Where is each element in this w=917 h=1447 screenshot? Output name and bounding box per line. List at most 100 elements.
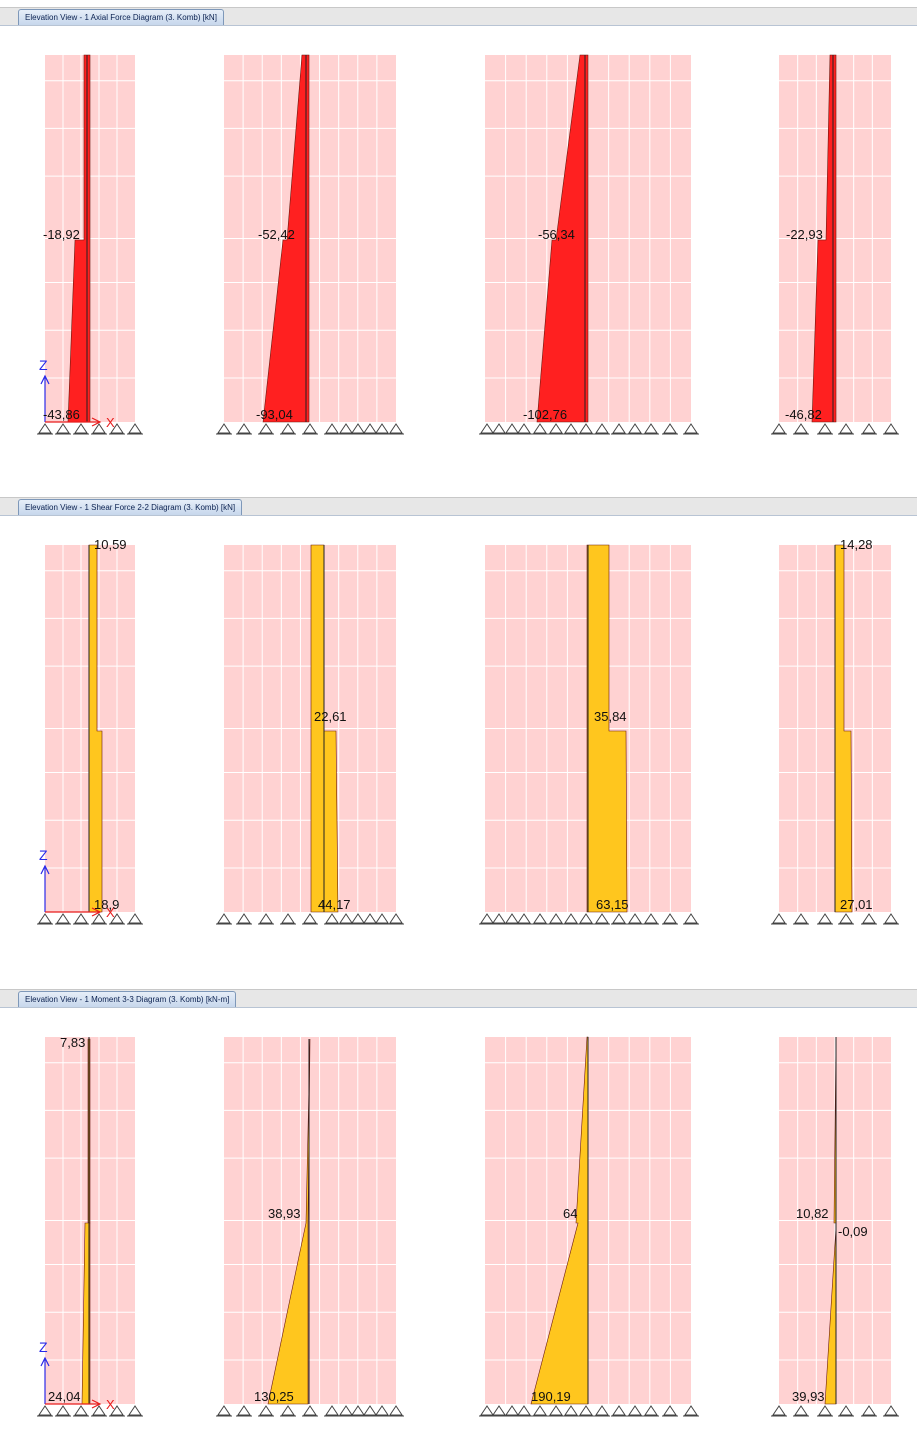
value-label: 130,25	[254, 1389, 294, 1404]
value-label: -43,86	[43, 407, 80, 422]
pin-support-icon	[772, 913, 786, 924]
pin-support-icon	[38, 1405, 52, 1416]
z-axis-label: Z	[39, 357, 48, 373]
pin-support-icon	[505, 913, 519, 924]
panel-shear-tabbar: Elevation View - 1 Shear Force 2-2 Diagr…	[0, 497, 917, 516]
pin-support-icon	[375, 1405, 389, 1416]
z-axis-arrow-icon	[40, 864, 50, 875]
pin-support-icon	[325, 423, 339, 434]
pin-support-icon	[579, 913, 593, 924]
pin-support-icon	[595, 1405, 609, 1416]
value-label: -56,34	[538, 227, 575, 242]
pin-support-icon	[56, 1405, 70, 1416]
pin-support-icon	[217, 423, 231, 434]
pin-support-icon	[389, 423, 403, 434]
pin-support-icon	[612, 423, 626, 434]
pin-support-icon	[862, 913, 876, 924]
value-label: 14,28	[840, 537, 873, 552]
value-label: 190,19	[531, 1389, 571, 1404]
axial-force-diagram: Z X -18,92 -43,86 -52,42 -93,04 -56,34 -102,76 -…	[37, 54, 899, 435]
value-label: 63,15	[596, 897, 629, 912]
pin-support-icon	[533, 1405, 547, 1416]
pin-support-icon	[303, 1405, 317, 1416]
pin-support-icon	[628, 423, 642, 434]
pin-support-icon	[517, 913, 531, 924]
pin-support-icon	[110, 423, 124, 434]
x-axis-label: X	[106, 1397, 115, 1412]
pin-support-icon	[480, 1405, 494, 1416]
pin-support-icon	[92, 1405, 106, 1416]
pin-support-icon	[281, 1405, 295, 1416]
pin-support-icon	[281, 913, 295, 924]
value-label: 18,9	[94, 897, 119, 912]
value-label: 35,84	[594, 709, 627, 724]
pin-support-icon	[839, 913, 853, 924]
pin-support-icon	[818, 423, 832, 434]
pin-support-icon	[644, 423, 658, 434]
value-label: 64	[563, 1206, 577, 1221]
pin-support-icon	[259, 423, 273, 434]
pin-support-icon	[549, 423, 563, 434]
pin-support-icon	[663, 1405, 677, 1416]
pin-support-icon	[74, 913, 88, 924]
pin-support-icon	[684, 1405, 698, 1416]
pin-support-icon	[684, 913, 698, 924]
pin-support-icon	[628, 913, 642, 924]
pin-support-icon	[281, 423, 295, 434]
pin-support-icon	[92, 423, 106, 434]
pin-support-icon	[564, 423, 578, 434]
pin-support-icon	[56, 913, 70, 924]
x-axis-label: X	[106, 905, 115, 920]
pin-support-icon	[237, 1405, 251, 1416]
pin-support-icon	[351, 423, 365, 434]
pin-support-icon	[259, 913, 273, 924]
pin-support-icon	[818, 913, 832, 924]
pin-support-icon	[884, 423, 898, 434]
pin-support-icon	[339, 1405, 353, 1416]
pin-support-icon	[579, 423, 593, 434]
value-label: -22,93	[786, 227, 823, 242]
pin-support-icon	[684, 423, 698, 434]
pin-support-icon	[339, 423, 353, 434]
pin-support-icon	[663, 913, 677, 924]
pin-support-icon	[595, 913, 609, 924]
pin-support-icon	[237, 423, 251, 434]
pin-support-icon	[303, 913, 317, 924]
pin-support-icon	[595, 423, 609, 434]
pin-support-icon	[92, 913, 106, 924]
tab-shear-force[interactable]: Elevation View - 1 Shear Force 2-2 Diagr…	[18, 499, 243, 515]
pin-support-icon	[110, 1405, 124, 1416]
value-label: 22,61	[314, 709, 347, 724]
pin-support-icon	[74, 1405, 88, 1416]
pin-support-icon	[794, 913, 808, 924]
pin-support-icon	[363, 913, 377, 924]
pin-support-icon	[663, 423, 677, 434]
pin-support-icon	[363, 1405, 377, 1416]
pin-support-icon	[533, 913, 547, 924]
pin-support-icon	[884, 1405, 898, 1416]
value-label: -93,04	[256, 407, 293, 422]
shear-diagram-area	[586, 544, 628, 913]
pin-support-icon	[644, 913, 658, 924]
pin-support-icon	[517, 423, 531, 434]
pin-support-icon	[549, 913, 563, 924]
pin-support-icon	[351, 1405, 365, 1416]
tab-moment[interactable]: Elevation View - 1 Moment 3-3 Diagram (3…	[18, 991, 237, 1007]
pin-support-icon	[492, 913, 506, 924]
pin-support-icon	[38, 913, 52, 924]
pin-support-icon	[480, 423, 494, 434]
value-label: 39,93	[792, 1389, 825, 1404]
pin-support-icon	[549, 1405, 563, 1416]
pin-support-icon	[579, 1405, 593, 1416]
pin-support-icon	[517, 1405, 531, 1416]
x-axis-arrow-icon	[91, 907, 102, 917]
pin-support-icon	[128, 913, 142, 924]
moment-diagram-area	[267, 1038, 311, 1405]
pin-support-icon	[794, 423, 808, 434]
axial-diagram-area	[262, 54, 310, 423]
pin-support-icon	[492, 423, 506, 434]
value-label: -102,76	[523, 407, 567, 422]
tab-axial-force[interactable]: Elevation View - 1 Axial Force Diagram (…	[18, 9, 224, 25]
value-label: 24,04	[48, 1389, 81, 1404]
pin-support-icon	[480, 913, 494, 924]
